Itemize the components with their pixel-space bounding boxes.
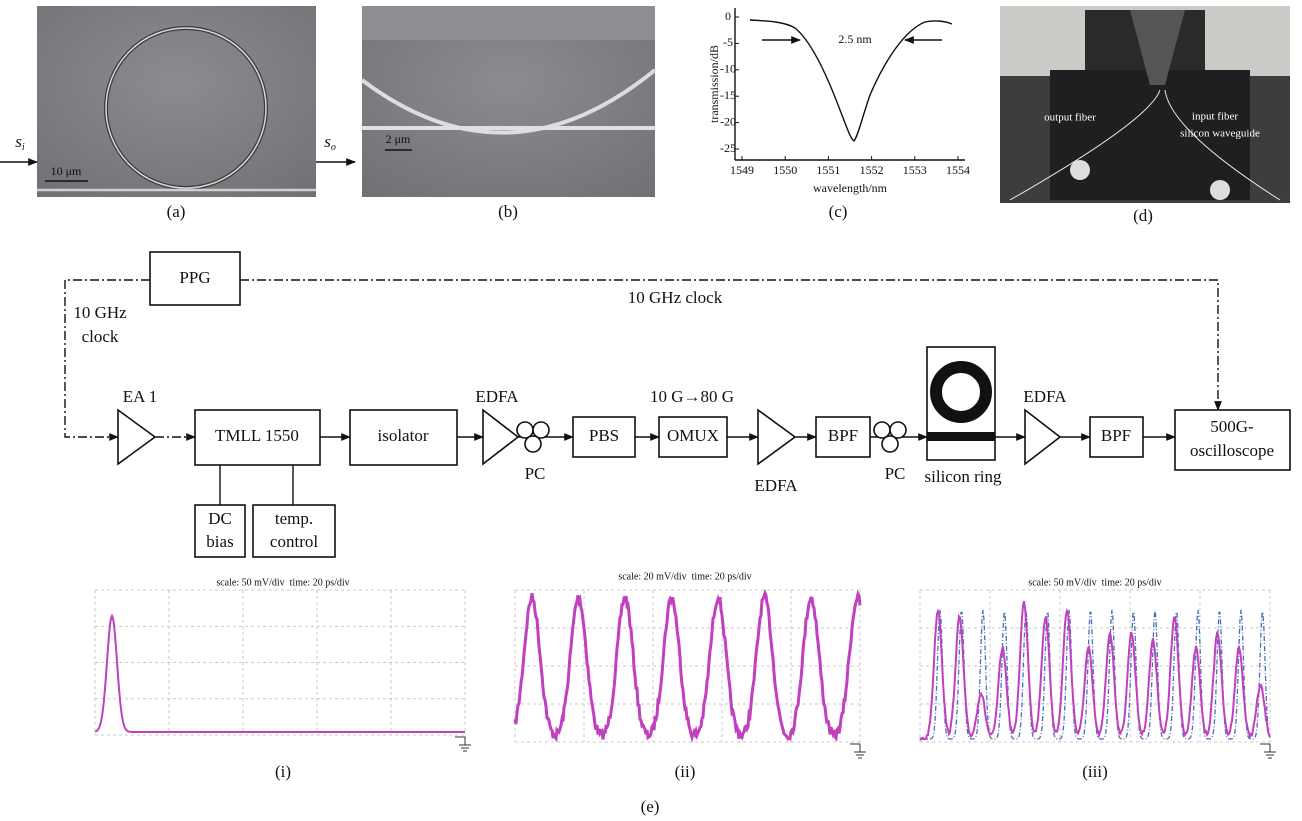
block-label: silicon ring (925, 467, 1002, 486)
block-label: BPF (828, 426, 858, 445)
amplifier (758, 410, 795, 464)
block-label: 500G- (1210, 417, 1254, 436)
annotation: 2.5 nm (838, 32, 872, 46)
x-tick-label: 1554 (946, 163, 970, 177)
x-tick-label: 1549 (730, 163, 754, 177)
panel-d: output fiber input fiber silicon wavegui… (1000, 6, 1290, 225)
panel-a: si so 10 μm (a) (0, 6, 355, 221)
block-label: PC (525, 464, 546, 483)
panel-label: (b) (498, 202, 518, 221)
scope-caption: scale: 20 mV/div time: 20 ps/div (618, 571, 751, 582)
panel-label: (a) (167, 202, 186, 221)
block-label: EDFA (475, 387, 519, 406)
block-label: PBS (589, 426, 619, 445)
x-tick-label: 1553 (903, 163, 927, 177)
scope-caption: scale: 50 mV/div time: 20 ps/div (1028, 577, 1161, 588)
clock-label: clock (82, 327, 119, 346)
block-label: OMUX (667, 426, 719, 445)
x-tick-label: 1552 (860, 163, 884, 177)
block-label: isolator (378, 426, 429, 445)
block-label: 10 G→80 G (650, 387, 734, 406)
block-label: EA 1 (123, 387, 157, 406)
block-label: BPF (1101, 426, 1131, 445)
clock-label: 10 GHz clock (628, 288, 723, 307)
clock-label: 10 GHz (73, 303, 127, 322)
y-tick-label: -20 (720, 114, 736, 128)
x-label: wavelength/nm (813, 181, 888, 195)
block-label: oscilloscope (1190, 441, 1274, 460)
block-label: temp. (275, 509, 313, 528)
panel-label: (c) (829, 202, 848, 221)
block-label: PC (885, 464, 906, 483)
block-label: TMLL 1550 (215, 426, 299, 445)
x-tick-label: 1550 (773, 163, 797, 177)
y-tick-label: -15 (720, 88, 736, 102)
ring-bus (927, 432, 995, 441)
block-label: EDFA (754, 476, 798, 495)
figure-label: (e) (641, 797, 660, 816)
polarization-controller (517, 422, 549, 452)
amplifier (1025, 410, 1060, 464)
block-label: EDFA (1023, 387, 1067, 406)
y-tick-label: -25 (720, 141, 736, 155)
block-label: control (270, 532, 318, 551)
x-tick-label: 1551 (816, 163, 840, 177)
trace (920, 601, 1270, 739)
ground-symbol (1260, 744, 1276, 758)
output-label: so (324, 132, 336, 153)
amplifier (483, 410, 518, 464)
panel-label: (d) (1133, 206, 1153, 225)
y-tick-label: -10 (720, 62, 736, 76)
photo-label: input fiber (1192, 111, 1238, 123)
trace (95, 616, 465, 732)
panel-b: 2 μm (b) (362, 6, 655, 221)
block-label: bias (206, 532, 233, 551)
scope-caption: scale: 50 mV/div time: 20 ps/div (216, 577, 349, 588)
trace-label: (iii) (1082, 762, 1108, 781)
scale-label: 10 μm (51, 164, 82, 178)
block-label: DC (208, 509, 232, 528)
panel-c: 2.5 nm transmission/dB wavelength/nm (c)… (707, 8, 970, 221)
photo-label: silicon waveguide (1180, 128, 1260, 140)
setup-diagram: PPG 10 GHz clock 10 GHz clock EA 1 TMLL … (65, 252, 1290, 557)
trace-label: (i) (275, 762, 291, 781)
scale-label: 2 μm (386, 132, 411, 146)
photo-label: output fiber (1044, 112, 1096, 124)
polarization-controller (874, 422, 906, 452)
ring-region (362, 6, 655, 40)
knob (1210, 180, 1230, 200)
amplifier (118, 410, 155, 464)
block-label: PPG (179, 268, 210, 287)
figure: si so 10 μm (a) 2 μm (b) 2.5 nm transmis… (0, 0, 1302, 821)
input-label: si (15, 132, 25, 153)
ground-symbol (455, 737, 471, 751)
y-tick-label: -5 (723, 35, 733, 49)
trace (515, 593, 860, 739)
trace-label: (ii) (675, 762, 696, 781)
ground-symbol (850, 744, 866, 758)
y-tick-label: 0 (725, 9, 731, 23)
y-label: transmission/dB (707, 45, 721, 123)
scope-traces: scale: 50 mV/div time: 20 ps/div (i) scale… (95, 571, 1276, 781)
